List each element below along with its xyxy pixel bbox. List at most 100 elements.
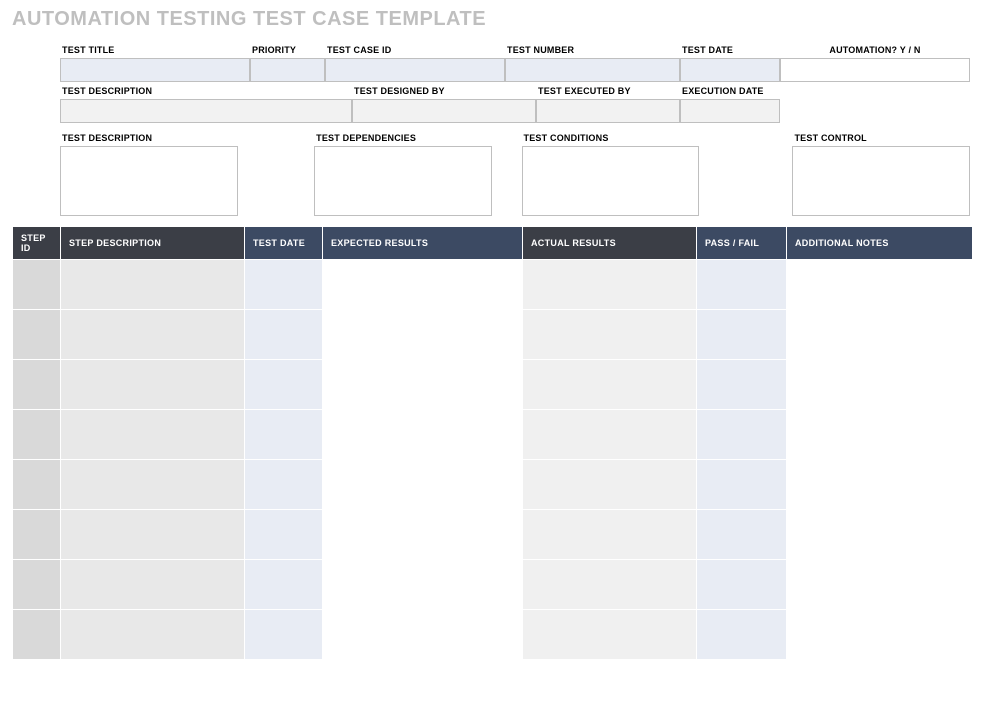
- cell-test-date[interactable]: [245, 610, 323, 660]
- test-conditions-field[interactable]: [522, 146, 700, 216]
- priority-label: PRIORITY: [250, 41, 325, 58]
- test-case-id-label: TEST CASE ID: [325, 41, 505, 58]
- cell-step-description[interactable]: [61, 560, 245, 610]
- test-description-field-2[interactable]: [60, 99, 352, 123]
- cell-pass-fail[interactable]: [697, 510, 787, 560]
- cell-step-description[interactable]: [61, 510, 245, 560]
- table-row: [13, 560, 973, 610]
- test-designed-by-field[interactable]: [352, 99, 536, 123]
- cell-additional-notes[interactable]: [787, 360, 973, 410]
- cell-step-description[interactable]: [61, 310, 245, 360]
- cell-additional-notes[interactable]: [787, 310, 973, 360]
- test-case-id-field[interactable]: [325, 58, 505, 82]
- cell-actual-results[interactable]: [523, 560, 697, 610]
- cell-additional-notes[interactable]: [787, 460, 973, 510]
- cell-expected-results[interactable]: [323, 260, 523, 310]
- test-title-label: TEST TITLE: [60, 41, 250, 58]
- cell-pass-fail[interactable]: [697, 260, 787, 310]
- col-header-pass-fail: PASS / FAIL: [697, 227, 787, 260]
- table-row: [13, 610, 973, 660]
- col-header-additional-notes: ADDITIONAL NOTES: [787, 227, 973, 260]
- table-row: [13, 310, 973, 360]
- cell-pass-fail[interactable]: [697, 610, 787, 660]
- cell-test-date[interactable]: [245, 510, 323, 560]
- cell-expected-results[interactable]: [323, 310, 523, 360]
- cell-additional-notes[interactable]: [787, 410, 973, 460]
- info-row-2: TEST DESCRIPTION TEST DESIGNED BY TEST E…: [60, 82, 970, 123]
- cell-actual-results[interactable]: [523, 510, 697, 560]
- test-number-field[interactable]: [505, 58, 680, 82]
- test-dependencies-label: TEST DEPENDENCIES: [314, 129, 492, 146]
- priority-field[interactable]: [250, 58, 325, 82]
- cell-pass-fail[interactable]: [697, 560, 787, 610]
- table-row: [13, 260, 973, 310]
- info-row-1: TEST TITLE PRIORITY TEST CASE ID TEST NU…: [60, 41, 970, 82]
- test-executed-by-label: TEST EXECUTED BY: [536, 82, 680, 99]
- test-dependencies-field[interactable]: [314, 146, 492, 216]
- cell-expected-results[interactable]: [323, 560, 523, 610]
- cell-pass-fail[interactable]: [697, 460, 787, 510]
- cell-expected-results[interactable]: [323, 410, 523, 460]
- automation-label: AUTOMATION? Y / N: [780, 41, 970, 58]
- cell-actual-results[interactable]: [523, 410, 697, 460]
- cell-step-id[interactable]: [13, 560, 61, 610]
- cell-step-id[interactable]: [13, 360, 61, 410]
- cell-pass-fail[interactable]: [697, 360, 787, 410]
- col-header-test-date: TEST DATE: [245, 227, 323, 260]
- cell-additional-notes[interactable]: [787, 610, 973, 660]
- test-description-label-2: TEST DESCRIPTION: [60, 82, 352, 99]
- steps-table: STEP ID STEP DESCRIPTION TEST DATE EXPEC…: [12, 226, 973, 660]
- cell-expected-results[interactable]: [323, 610, 523, 660]
- cell-step-description[interactable]: [61, 260, 245, 310]
- cell-expected-results[interactable]: [323, 510, 523, 560]
- cell-step-description[interactable]: [61, 610, 245, 660]
- info-row-3: TEST DESCRIPTION TEST DEPENDENCIES TEST …: [60, 129, 970, 216]
- cell-additional-notes[interactable]: [787, 260, 973, 310]
- cell-test-date[interactable]: [245, 360, 323, 410]
- cell-expected-results[interactable]: [323, 460, 523, 510]
- table-row: [13, 360, 973, 410]
- automation-field[interactable]: [780, 58, 970, 82]
- cell-test-date[interactable]: [245, 310, 323, 360]
- cell-additional-notes[interactable]: [787, 510, 973, 560]
- cell-actual-results[interactable]: [523, 310, 697, 360]
- col-header-expected-results: EXPECTED RESULTS: [323, 227, 523, 260]
- table-row: [13, 510, 973, 560]
- cell-actual-results[interactable]: [523, 260, 697, 310]
- cell-test-date[interactable]: [245, 260, 323, 310]
- cell-test-date[interactable]: [245, 410, 323, 460]
- test-description-field-3[interactable]: [60, 146, 238, 216]
- cell-step-description[interactable]: [61, 360, 245, 410]
- table-row: [13, 410, 973, 460]
- test-executed-by-field[interactable]: [536, 99, 680, 123]
- test-conditions-label: TEST CONDITIONS: [522, 129, 700, 146]
- cell-step-id[interactable]: [13, 310, 61, 360]
- cell-step-id[interactable]: [13, 510, 61, 560]
- test-number-label: TEST NUMBER: [505, 41, 680, 58]
- cell-step-description[interactable]: [61, 410, 245, 460]
- test-control-label: TEST CONTROL: [792, 129, 970, 146]
- test-description-label-3: TEST DESCRIPTION: [60, 129, 238, 146]
- table-row: [13, 460, 973, 510]
- cell-test-date[interactable]: [245, 460, 323, 510]
- cell-pass-fail[interactable]: [697, 410, 787, 460]
- test-control-field[interactable]: [792, 146, 970, 216]
- cell-actual-results[interactable]: [523, 360, 697, 410]
- cell-pass-fail[interactable]: [697, 310, 787, 360]
- test-date-field[interactable]: [680, 58, 780, 82]
- cell-expected-results[interactable]: [323, 360, 523, 410]
- cell-test-date[interactable]: [245, 560, 323, 610]
- test-date-label: TEST DATE: [680, 41, 780, 58]
- cell-step-id[interactable]: [13, 410, 61, 460]
- page-title: AUTOMATION TESTING TEST CASE TEMPLATE: [12, 8, 970, 31]
- cell-additional-notes[interactable]: [787, 560, 973, 610]
- cell-step-description[interactable]: [61, 460, 245, 510]
- cell-step-id[interactable]: [13, 460, 61, 510]
- cell-step-id[interactable]: [13, 610, 61, 660]
- cell-actual-results[interactable]: [523, 610, 697, 660]
- test-title-field[interactable]: [60, 58, 250, 82]
- execution-date-field[interactable]: [680, 99, 780, 123]
- cell-step-id[interactable]: [13, 260, 61, 310]
- col-header-step-description: STEP DESCRIPTION: [61, 227, 245, 260]
- cell-actual-results[interactable]: [523, 460, 697, 510]
